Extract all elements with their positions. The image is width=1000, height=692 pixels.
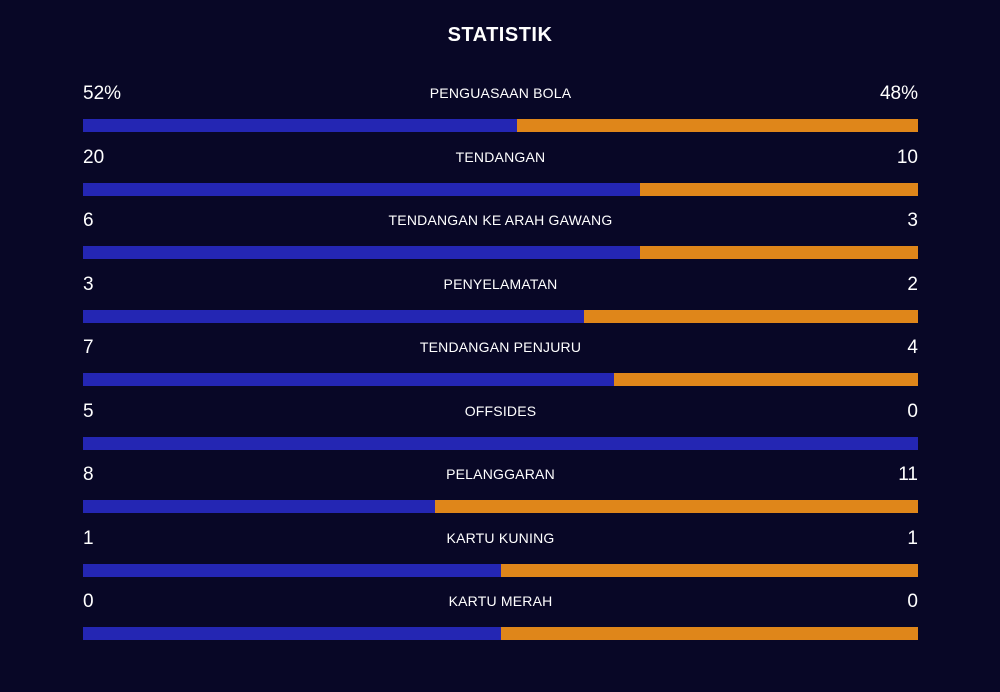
away-value: 48% — [879, 83, 918, 104]
comparison-bar — [83, 627, 918, 640]
stat-header: 1 KARTU KUNING 1 — [83, 524, 918, 554]
stat-label: TENDANGAN — [455, 148, 546, 165]
away-bar-fill — [584, 309, 918, 323]
stat-header: 52% PENGUASAAN BOLA 48% — [83, 79, 918, 109]
comparison-bar — [83, 119, 918, 132]
stats-list: 52% PENGUASAAN BOLA 48% 20 TENDANGAN 10 — [83, 79, 918, 651]
home-value: 0 — [83, 591, 94, 612]
home-value: 52% — [83, 83, 122, 104]
away-bar-fill — [517, 119, 918, 132]
stat-row-yellow-cards: 1 KARTU KUNING 1 — [83, 524, 918, 588]
stat-header: 20 TENDANGAN 10 — [83, 143, 918, 173]
away-value: 1 — [907, 527, 918, 549]
stat-row-corners: 7 TENDANGAN PENJURU 4 — [83, 333, 918, 397]
home-bar-fill — [83, 373, 615, 386]
home-value: 5 — [83, 400, 94, 422]
home-bar-fill — [83, 182, 640, 196]
stat-header: 8 PELANGGARAN 11 — [83, 460, 918, 490]
stat-row-offsides: 5 OFFSIDES 0 — [83, 397, 918, 461]
stat-header: 5 OFFSIDES 0 — [83, 397, 918, 427]
away-bar-fill — [500, 627, 918, 640]
away-bar-fill — [639, 246, 918, 259]
comparison-bar — [83, 309, 918, 323]
comparison-bar — [83, 373, 918, 386]
home-bar-fill — [83, 246, 640, 259]
stat-label: PELANGGARAN — [446, 466, 555, 482]
stat-label: TENDANGAN PENJURU — [419, 339, 582, 355]
home-value: 8 — [83, 464, 94, 485]
comparison-bar — [83, 436, 918, 450]
away-bar-fill — [614, 373, 918, 386]
home-value: 7 — [83, 337, 94, 358]
home-bar-fill — [83, 627, 501, 640]
home-bar-fill — [83, 309, 584, 323]
comparison-bar — [83, 246, 918, 259]
stat-row-possession: 52% PENGUASAAN BOLA 48% — [83, 79, 918, 143]
stat-row-saves: 3 PENYELAMATAN 2 — [83, 270, 918, 334]
stat-header: 3 PENYELAMATAN 2 — [83, 270, 918, 300]
stat-label: TENDANGAN KE ARAH GAWANG — [388, 212, 613, 228]
away-value: 11 — [898, 464, 918, 485]
away-bar-fill — [500, 563, 918, 577]
home-bar-fill — [83, 563, 501, 577]
comparison-bar — [83, 500, 918, 513]
away-value: 0 — [907, 400, 918, 422]
stat-row-shots-on-target: 6 TENDANGAN KE ARAH GAWANG 3 — [83, 206, 918, 270]
away-value: 3 — [907, 210, 918, 231]
stat-row-shots: 20 TENDANGAN 10 — [83, 143, 918, 207]
stat-row-fouls: 8 PELANGGARAN 11 — [83, 460, 918, 524]
away-value: 0 — [907, 591, 918, 612]
away-bar-fill — [639, 182, 918, 196]
home-value: 3 — [83, 273, 94, 295]
home-bar-fill — [83, 500, 435, 513]
stat-header: 7 TENDANGAN PENJURU 4 — [83, 333, 918, 363]
stat-header: 6 TENDANGAN KE ARAH GAWANG 3 — [83, 206, 918, 236]
stat-label: PENYELAMATAN — [443, 275, 558, 292]
away-value: 2 — [907, 273, 918, 295]
comparison-bar — [83, 563, 918, 577]
home-value: 6 — [83, 210, 94, 231]
panel-title: STATISTIK — [447, 24, 553, 46]
stat-label: KARTU MERAH — [448, 593, 553, 609]
stat-label: OFFSIDES — [464, 402, 537, 419]
stat-label: KARTU KUNING — [446, 529, 555, 546]
away-value: 4 — [907, 337, 918, 358]
home-value: 1 — [83, 527, 94, 549]
home-bar-fill — [83, 119, 518, 132]
away-value: 10 — [896, 146, 918, 168]
stat-label: PENGUASAAN BOLA — [429, 85, 572, 101]
comparison-bar — [83, 182, 918, 196]
home-value: 20 — [83, 146, 105, 168]
stat-row-red-cards: 0 KARTU MERAH 0 — [83, 587, 918, 651]
stat-header: 0 KARTU MERAH 0 — [83, 587, 918, 617]
away-bar-fill — [434, 500, 918, 513]
home-bar-fill — [83, 436, 918, 450]
